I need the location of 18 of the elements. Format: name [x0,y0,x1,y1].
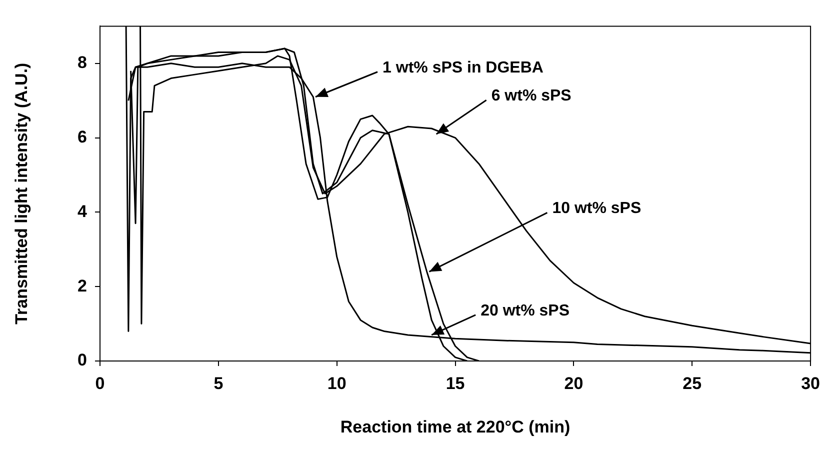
y-tick-label: 2 [78,276,87,296]
y-tick-label: 0 [78,350,87,370]
y-tick-label: 4 [78,202,88,221]
x-tick-label: 0 [95,374,105,393]
x-tick-label: 25 [682,374,702,393]
annotation: 20 wt% sPS [480,302,570,320]
annotation: 10 wt% sPS [552,200,642,218]
x-tick-label: 5 [214,374,224,393]
annotation: 6 wt% sPS [491,87,572,104]
x-axis-title: Reaction time at 220°C (min) [340,417,570,436]
y-tick-label: 6 [78,127,87,146]
x-tick-label: 10 [327,374,346,393]
x-tick-label: 30 [801,374,820,393]
x-tick-label: 20 [564,374,584,393]
x-tick-label: 15 [446,374,465,393]
y-tick-label: 8 [78,53,87,72]
y-axis-title: Transmitted light intensity (A.U.) [12,62,31,324]
annotation: 1 wt% sPS in DGEBA [382,59,544,76]
